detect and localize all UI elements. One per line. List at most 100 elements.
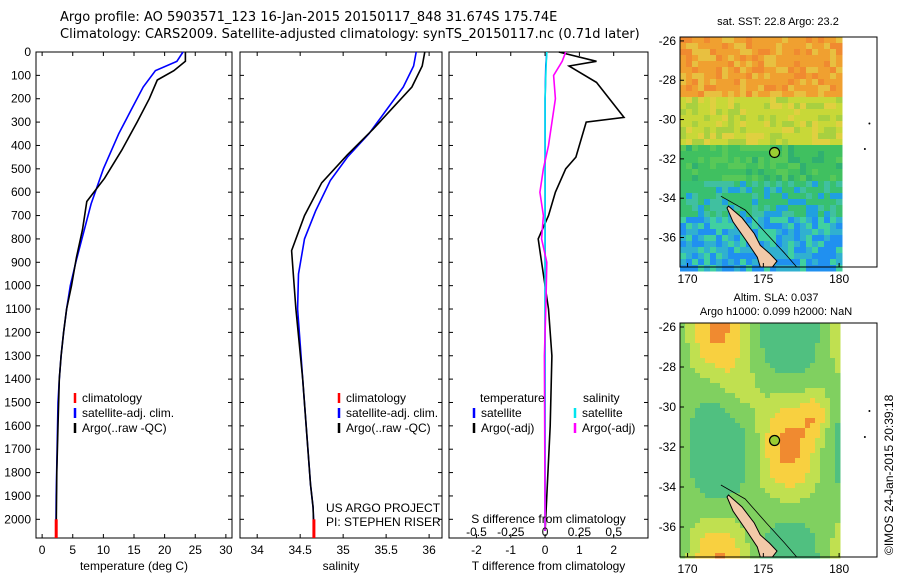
salinity-legend-label: Argo(..raw -QC)	[346, 421, 431, 435]
sst_map-cell	[776, 91, 783, 98]
sst_map-cell	[764, 49, 771, 56]
sla_map-cell	[805, 543, 811, 549]
sst_map-cell	[764, 121, 771, 128]
sst_map-cell	[824, 175, 831, 182]
sla_map-cell	[760, 328, 766, 334]
sla_map-cell	[710, 433, 716, 439]
sla_map-cell	[745, 413, 751, 419]
sla_map-cell	[770, 533, 776, 539]
sla_map-cell	[705, 508, 711, 514]
sla_map-cell	[795, 348, 801, 354]
sla_map-cell	[695, 333, 701, 339]
sst_map-cell	[722, 223, 729, 230]
sla_map-cell	[780, 358, 786, 364]
sst_map-cell	[806, 55, 813, 62]
sla_map-cell	[750, 508, 756, 514]
sla_map-cell	[790, 523, 796, 529]
sst_map-cell	[710, 67, 717, 74]
sst_map-xtick-label: 170	[678, 272, 698, 286]
sst_map-cell	[692, 133, 699, 140]
sla_map-cell	[740, 408, 746, 414]
sla_map-cell	[725, 428, 731, 434]
sla_map-xtick-label: 180	[829, 562, 849, 576]
sla_map-cell	[755, 333, 761, 339]
sla_map-cell	[785, 373, 791, 379]
sst_map-cell	[734, 103, 741, 110]
sst_map-cell	[770, 211, 777, 218]
sst_map-cell	[704, 247, 711, 254]
sla_map-cell	[755, 383, 761, 389]
sst_map-cell	[776, 121, 783, 128]
sla_map-cell	[725, 468, 731, 474]
sst_map-cell	[704, 163, 711, 170]
sst_map-island	[863, 148, 866, 151]
sst_map-cell	[806, 115, 813, 122]
sla_map-cell	[715, 353, 721, 359]
sla_map-cell	[780, 378, 786, 384]
sst_map-cell	[764, 151, 771, 158]
sla_map-cell	[805, 383, 811, 389]
sst_map-cell	[728, 85, 735, 92]
sla_map-cell	[830, 398, 836, 404]
sla_map-cell	[705, 423, 711, 429]
sst_map-cell	[728, 145, 735, 152]
sla_map-cell	[805, 473, 811, 479]
sst_map-cell	[716, 121, 723, 128]
temperature-legend-label: climatology	[82, 391, 142, 405]
sla_map-cell	[680, 533, 686, 539]
sla_map-cell	[830, 513, 836, 519]
sst_map-cell	[830, 217, 837, 224]
sla_map-cell	[690, 423, 696, 429]
sla_map-cell	[795, 523, 801, 529]
sst_map-cell	[692, 247, 699, 254]
difference-legend-label-s: Argo(-adj)	[582, 421, 635, 435]
sla_map-cell	[735, 393, 741, 399]
sla_map-cell	[830, 528, 836, 534]
sst_map-cell	[782, 199, 789, 206]
sla_map-cell	[805, 338, 811, 344]
sst_map-cell	[692, 145, 699, 152]
sla_map-cell	[830, 503, 836, 509]
sla_map-cell	[770, 453, 776, 459]
sla_map-cell	[780, 528, 786, 534]
sla_map-cell	[770, 478, 776, 484]
sst_map-cell	[752, 133, 759, 140]
sla_map-cell	[680, 418, 686, 424]
sst_map-cell	[812, 265, 819, 272]
sla_map-cell	[700, 423, 706, 429]
sst_map-cell	[770, 235, 777, 242]
sla_map-cell	[755, 483, 761, 489]
sst_map-cell	[734, 145, 741, 152]
sla_map-cell	[800, 493, 806, 499]
sst_map-cell	[794, 79, 801, 86]
sla_map-cell	[780, 513, 786, 519]
sla_map-cell	[820, 448, 826, 454]
sst_map-cell	[752, 217, 759, 224]
sst_map-cell	[716, 157, 723, 164]
sst_map-cell	[824, 217, 831, 224]
sla_map-cell	[825, 353, 831, 359]
sst_map-cell	[776, 37, 783, 44]
sst_map-cell	[776, 139, 783, 146]
sla_map-cell	[835, 343, 841, 349]
sst_map-cell	[716, 145, 723, 152]
sst_map-cell	[830, 85, 837, 92]
sla_map-cell	[715, 523, 721, 529]
sla_map-cell	[815, 468, 821, 474]
sla_map-cell	[750, 413, 756, 419]
sla_map-cell	[685, 413, 691, 419]
sla_map-cell	[800, 528, 806, 534]
sla_map-cell	[815, 498, 821, 504]
sla_map-cell	[765, 503, 771, 509]
sst_map-cell	[806, 43, 813, 50]
sst_map-cell	[716, 247, 723, 254]
sst_map-cell	[830, 163, 837, 170]
y-tick-label: 2000	[4, 512, 31, 526]
sla_map-cell	[760, 398, 766, 404]
sst_map-cell	[680, 205, 687, 212]
sst_map-cell	[788, 163, 795, 170]
sla_map-cell	[765, 518, 771, 524]
sla_map-cell	[755, 503, 761, 509]
sla_map-cell	[795, 398, 801, 404]
sla_map-cell	[805, 323, 811, 329]
